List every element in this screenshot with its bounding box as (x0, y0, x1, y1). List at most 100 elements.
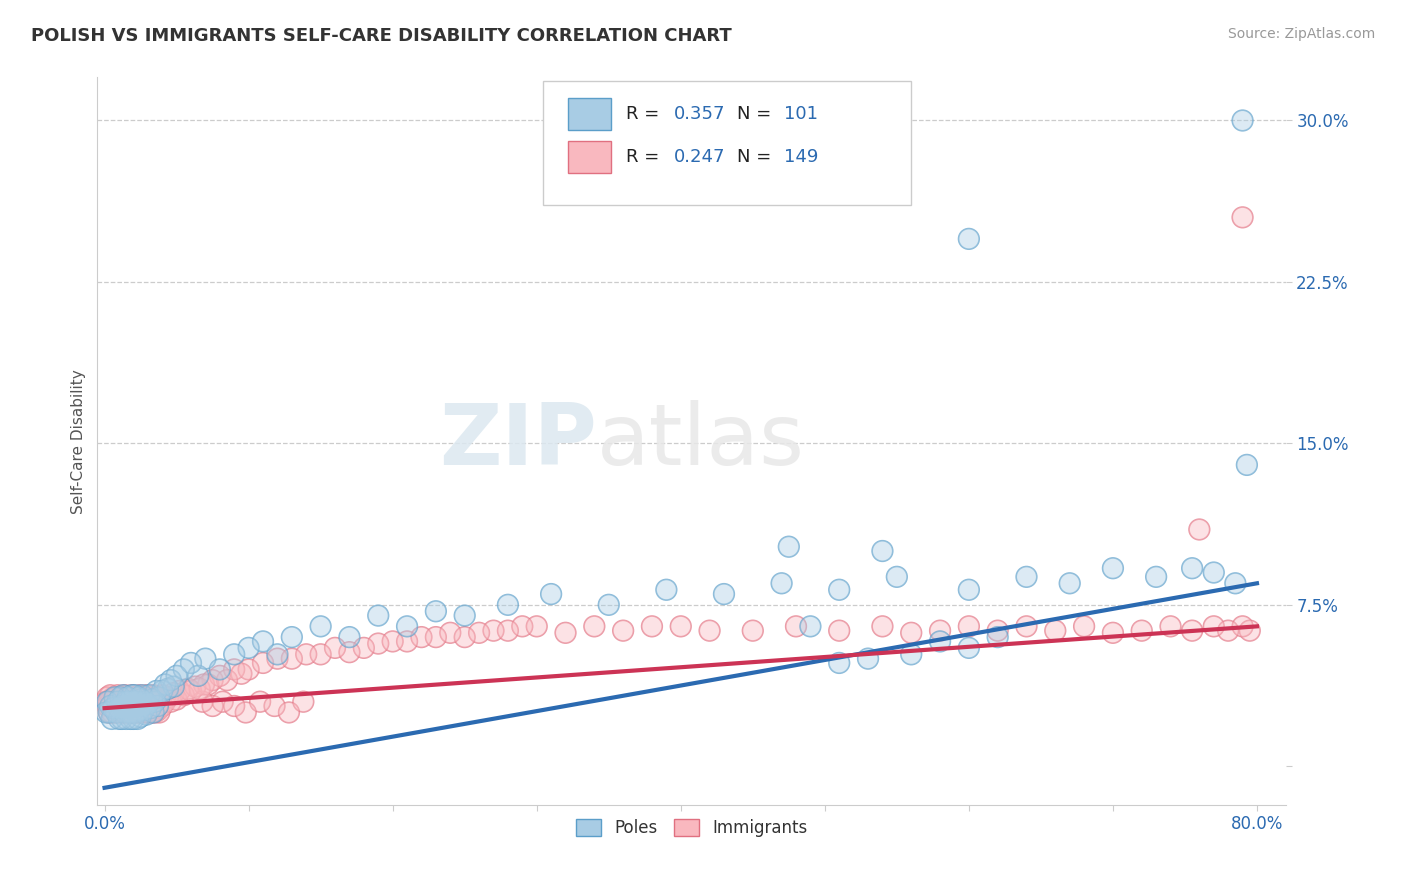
Point (122, 695, 145, 709)
Point (105, 706, 128, 720)
Point (117, 690, 139, 705)
Point (281, 630, 304, 644)
Point (146, 698, 169, 713)
Point (128, 690, 150, 705)
Point (482, 624, 505, 638)
Point (150, 684, 173, 698)
Point (118, 695, 141, 709)
Point (108, 712, 131, 726)
Point (249, 695, 271, 709)
Point (957, 640, 980, 655)
Point (148, 690, 170, 705)
Point (131, 688, 153, 702)
Point (1015, 619, 1038, 633)
Point (278, 706, 301, 720)
Point (292, 695, 315, 709)
Point (143, 692, 166, 706)
Point (281, 651, 304, 665)
Point (124, 701, 146, 715)
Point (136, 697, 159, 711)
Point (103, 701, 125, 715)
Point (799, 619, 821, 633)
Point (118, 692, 141, 706)
Point (100, 706, 122, 720)
Point (770, 576, 793, 591)
Point (108, 706, 131, 720)
Point (367, 608, 389, 623)
Point (1232, 619, 1254, 633)
Point (353, 640, 375, 655)
Point (159, 695, 181, 709)
Point (1045, 624, 1067, 638)
Point (1181, 561, 1204, 575)
Point (156, 681, 179, 696)
Point (145, 701, 167, 715)
Point (121, 698, 143, 713)
Point (108, 692, 131, 706)
Point (177, 681, 200, 696)
Point (208, 669, 231, 683)
Point (166, 669, 188, 683)
Point (96, 690, 118, 705)
FancyBboxPatch shape (543, 81, 911, 205)
Point (367, 636, 389, 650)
Point (128, 688, 150, 702)
Point (741, 624, 763, 638)
Point (201, 698, 224, 713)
Point (139, 701, 162, 715)
Point (1160, 619, 1182, 633)
Point (111, 692, 134, 706)
Point (778, 540, 800, 554)
Point (1102, 561, 1125, 575)
Point (125, 703, 148, 717)
Point (142, 698, 165, 713)
Point (872, 544, 894, 558)
Point (188, 681, 211, 696)
Point (295, 648, 318, 662)
Point (252, 634, 274, 648)
Point (153, 695, 176, 709)
Point (138, 690, 160, 705)
Point (201, 673, 224, 688)
Point (103, 690, 125, 705)
Point (669, 619, 692, 633)
Point (454, 630, 477, 644)
Point (957, 619, 980, 633)
Point (117, 690, 139, 705)
Point (98, 698, 121, 713)
Point (900, 648, 922, 662)
Point (281, 651, 304, 665)
Point (159, 673, 181, 688)
Point (128, 698, 150, 713)
Point (103, 701, 125, 715)
Point (208, 662, 231, 676)
Point (112, 706, 135, 720)
Point (141, 692, 163, 706)
Point (122, 706, 145, 720)
Point (778, 540, 800, 554)
Point (129, 710, 152, 724)
Point (191, 695, 214, 709)
Point (153, 695, 176, 709)
Point (150, 684, 173, 698)
Point (129, 706, 152, 720)
Point (208, 669, 231, 683)
Point (96, 695, 118, 709)
Point (139, 692, 162, 706)
Point (115, 706, 138, 720)
Point (132, 703, 155, 717)
Point (118, 703, 141, 717)
Point (785, 619, 807, 633)
Point (163, 686, 186, 700)
Point (166, 692, 188, 706)
Point (107, 688, 129, 702)
Point (98, 688, 121, 702)
Point (957, 582, 980, 597)
Point (117, 701, 139, 715)
Point (97, 706, 120, 720)
Point (131, 690, 153, 705)
Point (1188, 523, 1211, 537)
Point (111, 703, 134, 717)
Point (1225, 576, 1247, 591)
Point (886, 570, 908, 584)
